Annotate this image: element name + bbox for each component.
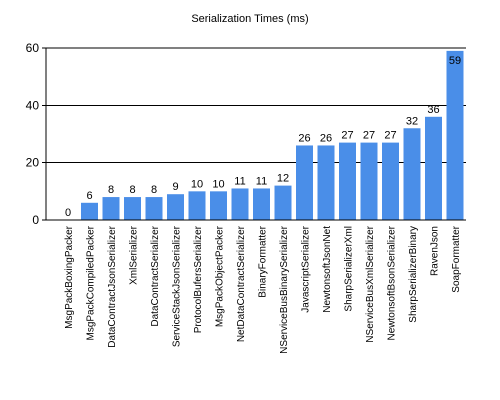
data-label-18: 59 [449, 55, 461, 67]
bar-16 [403, 128, 421, 220]
data-label-8: 11 [234, 175, 245, 187]
category-label-14: NServiceBusXmlSerializer [365, 225, 376, 342]
bar-8 [231, 188, 249, 220]
data-label-10: 12 [277, 173, 289, 185]
bar-2 [102, 197, 120, 220]
data-label-2: 8 [108, 184, 114, 196]
y-tick-label-40: 40 [26, 98, 40, 112]
bar-11 [296, 145, 313, 220]
data-label-7: 10 [212, 178, 224, 190]
bar-18 [446, 50, 464, 220]
data-label-17: 36 [427, 104, 439, 116]
data-label-4: 8 [151, 184, 157, 196]
bar-15 [382, 142, 399, 220]
category-label-11: JavascriptSerializer [301, 225, 312, 312]
data-label-13: 27 [341, 130, 353, 142]
bar-9 [253, 188, 270, 220]
chart-title: Serialization Times (ms) [191, 13, 308, 25]
y-tick-label-60: 60 [26, 41, 40, 55]
data-label-3: 8 [129, 184, 135, 196]
category-label-9: BinaryFormatter [258, 225, 269, 297]
category-label-7: MsgPackObjectPacker [215, 225, 226, 327]
category-label-3: XmlSerializer [129, 225, 140, 285]
category-label-0: MsgPackBoxingPacker [64, 225, 75, 328]
bar-13 [339, 142, 356, 220]
bar-7 [210, 191, 227, 220]
bar-4 [145, 197, 163, 220]
bar-10 [274, 185, 292, 220]
category-label-16: SharpSerializerBinary [408, 226, 419, 323]
category-label-13: SharpSerializerXml [344, 226, 355, 312]
category-label-17: RavenJson [430, 226, 441, 276]
data-labels: 0 6 8 8 8 9 10 10 11 11 12 26 26 27 27 27 32 36 59 [65, 55, 461, 219]
category-label-12: NewtonsoftJsonNet [322, 226, 333, 313]
gridlines [46, 47, 466, 164]
bar-17 [425, 116, 442, 220]
data-label-9: 11 [256, 175, 267, 187]
data-label-0: 0 [65, 207, 71, 219]
bar-12 [317, 145, 335, 220]
y-tick-labels: 0 20 40 60 [26, 41, 40, 227]
bar-1 [81, 202, 98, 220]
data-label-1: 6 [86, 190, 92, 202]
bar-3 [124, 197, 141, 220]
data-label-14: 27 [363, 130, 375, 142]
bars [81, 50, 464, 220]
bar-5 [167, 194, 184, 220]
category-label-8: NetDataContractSerializer [236, 225, 247, 342]
data-label-16: 32 [406, 115, 418, 127]
bar-6 [188, 191, 206, 220]
y-tick-label-0: 0 [32, 213, 39, 227]
category-labels: MsgPackBoxingPacker MsgPackCompiledPacker… [64, 225, 462, 353]
data-label-6: 10 [191, 178, 203, 190]
category-label-10: NServiceBusBinarySerializer [279, 225, 290, 353]
category-label-15: NewtonsoftBsonSerializer [387, 225, 398, 340]
data-label-5: 9 [172, 181, 178, 193]
bar-14 [360, 142, 378, 220]
category-label-5: ServiceStackJsonSerializer [172, 225, 183, 347]
data-label-15: 27 [384, 130, 396, 142]
data-label-11: 26 [298, 132, 310, 144]
category-label-18: SoapFormatter [451, 225, 462, 292]
category-label-2: DataContractJsonSerializer [107, 225, 118, 347]
y-tick-label-20: 20 [26, 156, 40, 170]
axes [42, 47, 466, 221]
data-label-12: 26 [320, 132, 332, 144]
category-label-4: DataContractSerializer [150, 225, 161, 326]
category-label-6: ProtocolBufersSerializer [193, 225, 204, 333]
category-label-1: MsgPackCompiledPacker [86, 225, 97, 340]
